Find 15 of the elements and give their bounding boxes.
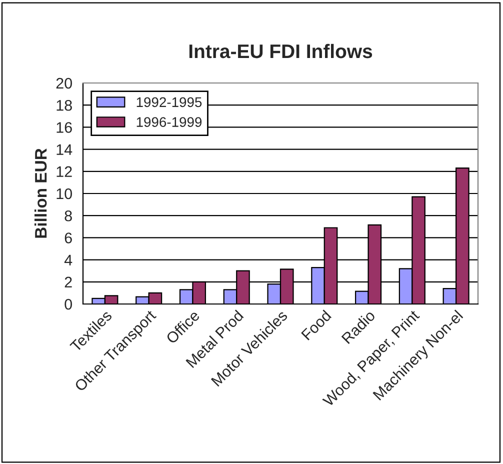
chart-title: Intra-EU FDI Inflows <box>189 44 372 58</box>
y-tick-label: 20 <box>56 78 72 89</box>
legend-label: 1996-1999 <box>136 117 202 127</box>
y-tick-label: 0 <box>64 298 72 310</box>
y-tick-label: 10 <box>56 188 72 200</box>
y-tick-label: 18 <box>56 100 72 111</box>
legend-label: 1992-1995 <box>136 97 202 108</box>
y-tick-label: 12 <box>56 166 72 177</box>
y-axis-title: Billion EUR <box>34 148 47 238</box>
y-tick-label: 14 <box>56 144 72 155</box>
y-tick-label: 6 <box>64 232 72 244</box>
y-tick-label: 2 <box>64 276 72 288</box>
y-tick-label: 16 <box>56 122 72 133</box>
y-tick-label: 8 <box>64 210 72 222</box>
y-tick-label: 4 <box>64 254 72 266</box>
